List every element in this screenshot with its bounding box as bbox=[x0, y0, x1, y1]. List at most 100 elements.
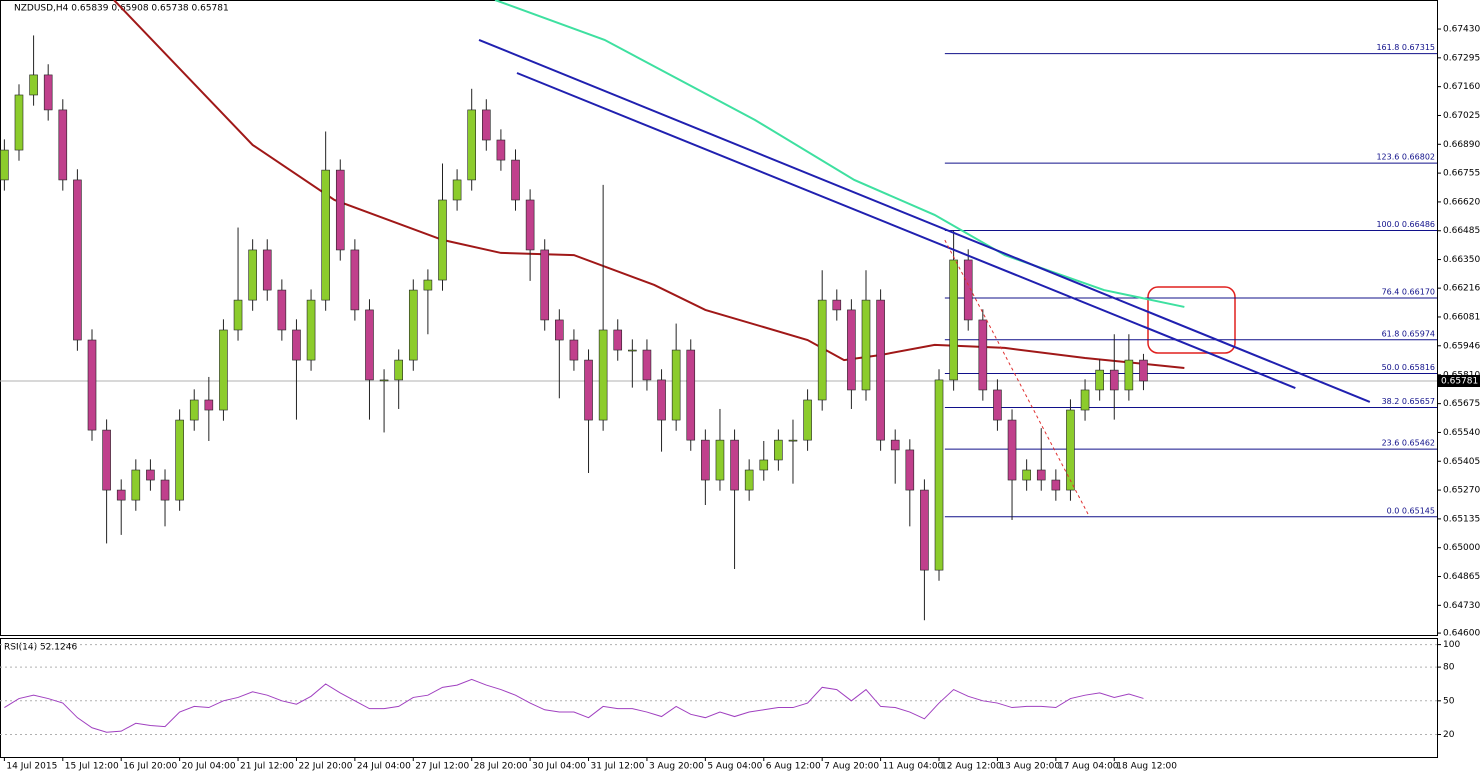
fib-label: 123.6 0.66802 bbox=[1376, 153, 1435, 162]
rsi-title: RSI(14) 52.1246 bbox=[4, 643, 77, 653]
candle-body bbox=[43, 74, 53, 111]
x-tick-label: 3 Aug 20:00 bbox=[649, 762, 704, 772]
candle-body bbox=[116, 489, 126, 501]
candle-body bbox=[102, 429, 111, 491]
x-tick-label: 6 Aug 12:00 bbox=[766, 762, 821, 772]
candle-body bbox=[1051, 479, 1061, 491]
trend-line bbox=[516, 72, 1296, 389]
candle-body bbox=[744, 469, 754, 491]
candle-body bbox=[598, 329, 608, 421]
candle-body bbox=[394, 359, 403, 381]
candle-body bbox=[876, 299, 885, 441]
candle-body bbox=[1139, 359, 1148, 382]
candle-body bbox=[379, 379, 389, 382]
candle-body bbox=[277, 289, 287, 331]
y-tick-label: 0.67160 bbox=[1443, 82, 1480, 92]
candle-body bbox=[350, 249, 360, 311]
trend-line bbox=[944, 239, 1090, 517]
candle-body bbox=[847, 309, 856, 391]
candle-body bbox=[1124, 359, 1134, 391]
candle-body bbox=[189, 399, 199, 421]
candle-body bbox=[131, 469, 141, 501]
candle-body bbox=[29, 74, 38, 96]
candle-body bbox=[963, 259, 973, 321]
candle-body bbox=[160, 479, 170, 501]
x-tick-label: 18 Aug 12:00 bbox=[1116, 762, 1177, 772]
candle-body bbox=[613, 329, 623, 351]
fib-label: 61.8 0.65974 bbox=[1382, 329, 1435, 338]
x-tick-label: 30 Jul 04:00 bbox=[532, 762, 586, 772]
highlight-box bbox=[1147, 286, 1236, 354]
y-tick-label: 0.66081 bbox=[1443, 312, 1480, 322]
y-tick-label: 50 bbox=[1443, 696, 1455, 706]
y-tick-label: 100 bbox=[1443, 640, 1460, 650]
x-tick-label: 28 Jul 20:00 bbox=[474, 762, 528, 772]
candle-body bbox=[365, 309, 374, 381]
candle-body bbox=[569, 339, 579, 361]
candle-body bbox=[657, 379, 666, 421]
candle-body bbox=[0, 149, 9, 181]
candle-body bbox=[1036, 469, 1046, 481]
y-tick-label: 0.65000 bbox=[1443, 543, 1480, 553]
last-price-label: 0.65781 bbox=[1441, 377, 1478, 387]
fib-label: 38.2 0.65657 bbox=[1382, 397, 1435, 406]
candle-body bbox=[511, 159, 520, 201]
candle-body bbox=[262, 249, 272, 291]
x-tick-label: 31 Jul 12:00 bbox=[591, 762, 645, 772]
candle-body bbox=[1022, 469, 1031, 481]
fib-label: 161.8 0.67315 bbox=[1376, 43, 1435, 52]
y-tick-label: 0.66485 bbox=[1443, 226, 1480, 236]
x-tick-label: 15 Jul 12:00 bbox=[65, 762, 119, 772]
x-tick-label: 22 Jul 20:00 bbox=[298, 762, 352, 772]
candle-body bbox=[423, 279, 433, 291]
candle-body bbox=[993, 389, 1002, 421]
y-tick-label: 80 bbox=[1443, 663, 1455, 673]
candle-body bbox=[1095, 369, 1104, 391]
main-frame bbox=[0, 0, 1438, 636]
y-tick-label: 0.67430 bbox=[1443, 25, 1480, 35]
y-tick-label: 0.65946 bbox=[1443, 341, 1480, 351]
x-tick-label: 16 Jul 20:00 bbox=[123, 762, 177, 772]
candle-body bbox=[335, 169, 345, 251]
y-tick-label: 0.65270 bbox=[1443, 486, 1480, 496]
candle-body bbox=[73, 179, 82, 341]
candle-body bbox=[1066, 409, 1075, 491]
candle-body bbox=[525, 199, 535, 251]
candle-body bbox=[949, 259, 958, 381]
candle-body bbox=[832, 299, 842, 311]
candle-body bbox=[248, 249, 257, 301]
candle-body bbox=[788, 439, 798, 442]
candle-body bbox=[14, 94, 24, 151]
candle-body bbox=[642, 349, 652, 381]
rsi-frame bbox=[0, 638, 1438, 758]
candle-body bbox=[292, 329, 301, 361]
candle-body bbox=[1007, 419, 1017, 481]
fib-label: 50.0 0.65816 bbox=[1382, 363, 1435, 372]
candle-body bbox=[905, 449, 915, 491]
x-tick-label: 27 Jul 12:00 bbox=[415, 762, 469, 772]
fib-label: 0.0 0.65145 bbox=[1387, 506, 1435, 515]
rsi-line bbox=[4, 678, 1144, 733]
candle-body bbox=[1109, 369, 1119, 391]
y-tick-label: 20 bbox=[1443, 730, 1455, 740]
candle-body bbox=[306, 299, 316, 361]
candle-body bbox=[219, 329, 228, 411]
candle-body bbox=[146, 469, 155, 481]
x-tick-label: 17 Aug 04:00 bbox=[1058, 762, 1119, 772]
y-tick-label: 0.66620 bbox=[1443, 197, 1480, 207]
y-tick-label: 0.66350 bbox=[1443, 255, 1480, 265]
last-price-tag bbox=[1438, 375, 1480, 387]
candle-body bbox=[467, 109, 476, 181]
y-tick-label: 0.64600 bbox=[1443, 629, 1480, 639]
candle-body bbox=[730, 439, 739, 491]
candle-body bbox=[438, 199, 447, 281]
candle-body bbox=[701, 439, 710, 481]
x-tick-label: 24 Jul 04:00 bbox=[357, 762, 411, 772]
y-tick-label: 0.65540 bbox=[1443, 428, 1480, 438]
candle-body bbox=[715, 439, 725, 481]
candle-body bbox=[686, 349, 696, 441]
candle-body bbox=[496, 139, 506, 161]
fib-label: 23.6 0.65462 bbox=[1382, 439, 1435, 448]
candle-body bbox=[774, 439, 783, 461]
